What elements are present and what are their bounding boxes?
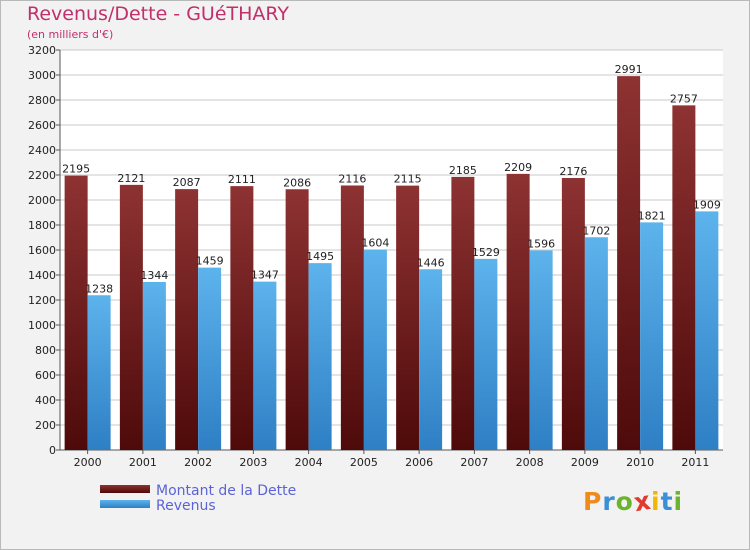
bar-revenus: [695, 211, 719, 450]
bar-revenus: [584, 237, 608, 450]
x-tick-label: 2003: [239, 456, 267, 469]
bar-dette: [672, 105, 696, 450]
data-label-dette: 2121: [117, 172, 145, 185]
bar-revenus: [529, 250, 553, 450]
bar-revenus: [198, 267, 222, 450]
bar-dette: [119, 184, 143, 450]
data-label-dette: 2086: [283, 176, 311, 189]
data-label-dette: 2185: [449, 164, 477, 177]
data-label-dette: 2087: [173, 176, 201, 189]
bar-revenus: [640, 222, 664, 450]
y-tick-label: 200: [35, 419, 56, 432]
legend-swatch-revenus: [100, 500, 150, 508]
chart-subtitle: (en milliers d'€): [27, 28, 114, 41]
data-label-revenus: 1702: [582, 224, 610, 237]
bar-dette: [506, 173, 530, 450]
data-label-dette: 2757: [670, 92, 698, 105]
x-tick-label: 2010: [626, 456, 654, 469]
data-label-revenus: 1459: [196, 255, 224, 268]
data-label-revenus: 1909: [693, 198, 721, 211]
logo-letter: i: [651, 487, 661, 516]
logo-letter: i: [673, 487, 684, 516]
logo-letter: P: [583, 487, 603, 516]
logo-letter: r: [602, 487, 616, 516]
bar-revenus: [142, 282, 166, 450]
data-label-revenus: 1821: [638, 209, 666, 222]
x-tick-label: 2006: [405, 456, 433, 469]
bar-revenus: [253, 281, 277, 450]
bar-dette: [340, 185, 364, 450]
x-tick-label: 2007: [460, 456, 488, 469]
data-label-dette: 2116: [338, 173, 366, 186]
data-label-dette: 2991: [615, 63, 643, 76]
y-tick-label: 600: [35, 369, 56, 382]
data-label-revenus: 1596: [527, 238, 555, 251]
y-tick-label: 3200: [28, 44, 56, 57]
data-label-revenus: 1529: [472, 246, 500, 259]
y-tick-label: 1400: [28, 269, 56, 282]
data-label-revenus: 1604: [361, 237, 389, 250]
data-label-revenus: 1238: [85, 282, 113, 295]
y-tick-label: 2400: [28, 144, 56, 157]
y-tick-label: 1000: [28, 319, 56, 332]
proxiti-logo: Proxiti: [583, 486, 684, 518]
x-tick-label: 2004: [295, 456, 323, 469]
data-label-revenus: 1495: [306, 250, 334, 263]
logo-letter: t: [660, 487, 674, 516]
y-tick-label: 800: [35, 344, 56, 357]
bar-dette: [451, 176, 475, 450]
y-tick-label: 2800: [28, 94, 56, 107]
bar-dette: [285, 189, 309, 450]
legend-label-debt: Montant de la Dette: [156, 483, 297, 499]
bar-revenus: [308, 263, 332, 450]
logo-letter: o: [615, 487, 634, 516]
y-tick-label: 1800: [28, 219, 56, 232]
data-label-revenus: 1344: [140, 269, 168, 282]
data-label-revenus: 1347: [251, 269, 279, 282]
chart-title: Revenus/Dette - GUéTHARY: [27, 3, 290, 25]
x-tick-label: 2002: [184, 456, 212, 469]
bar-dette: [561, 178, 585, 450]
y-tick-label: 0: [49, 444, 56, 457]
x-tick-label: 2001: [129, 456, 157, 469]
x-tick-label: 2009: [571, 456, 599, 469]
data-label-revenus: 1446: [417, 256, 445, 269]
data-label-dette: 2111: [228, 173, 256, 186]
y-tick-label: 1200: [28, 294, 56, 307]
bar-revenus: [474, 258, 498, 450]
x-tick-label: 2005: [350, 456, 378, 469]
data-label-dette: 2176: [559, 165, 587, 178]
y-tick-label: 2600: [28, 119, 56, 132]
bar-dette: [64, 175, 88, 450]
legend-label-revenus: Revenus: [156, 498, 216, 514]
y-tick-label: 2000: [28, 194, 56, 207]
bar-revenus: [87, 295, 111, 450]
y-tick-label: 3000: [28, 69, 56, 82]
legend-swatch-debt: [100, 485, 150, 493]
bar-revenus: [363, 249, 387, 450]
bar-dette: [175, 189, 199, 450]
data-label-dette: 2115: [394, 173, 422, 186]
data-label-dette: 2195: [62, 163, 90, 176]
data-label-dette: 2209: [504, 161, 532, 174]
bar-revenus: [419, 269, 443, 450]
bar-dette: [230, 186, 254, 450]
y-tick-label: 1600: [28, 244, 56, 257]
y-tick-label: 2200: [28, 169, 56, 182]
x-tick-label: 2008: [516, 456, 544, 469]
bar-dette: [617, 76, 641, 450]
bar-dette: [396, 185, 420, 450]
y-tick-label: 400: [35, 394, 56, 407]
x-tick-label: 2011: [681, 456, 709, 469]
x-tick-label: 2000: [74, 456, 102, 469]
